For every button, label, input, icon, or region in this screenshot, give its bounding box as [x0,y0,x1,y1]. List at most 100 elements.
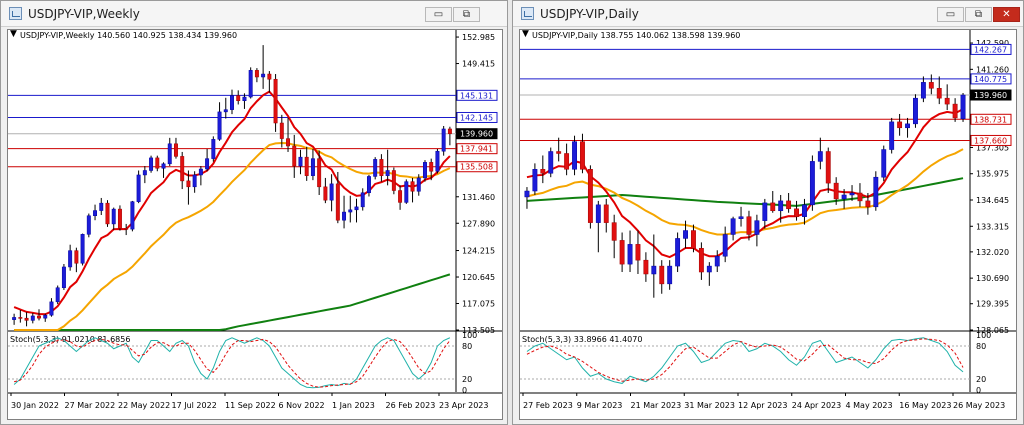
price-label-box [456,161,498,173]
candle-body [124,228,129,230]
candle-body [611,222,617,241]
candle-body [889,121,895,150]
window-titlebar[interactable]: USDJPY-VIP,Daily ▭ ⧉ ✕ [513,1,1023,27]
candle-body [635,244,641,261]
candle-body [786,200,792,210]
candle-body [754,220,760,235]
candle-body [794,208,799,217]
y-tick-label: 133.315 [976,222,1009,231]
restore-button[interactable]: ⧉ [965,7,992,22]
chart-area[interactable]: ▼ USDJPY-VIP,Weekly 140.560 140.925 138.4… [7,29,503,420]
stoch-tick-label: 0 [976,386,981,395]
close-button[interactable]: ✕ [993,7,1020,22]
candle-body [292,145,297,167]
candle-body [667,265,673,285]
daily-chart-svg[interactable]: ▼ USDJPY-VIP,Daily 138.755 140.062 138.59… [520,29,1016,419]
minimize-button[interactable]: ▭ [937,7,964,22]
restore-button[interactable]: ⧉ [453,7,480,22]
candle-body [86,215,91,235]
candle-body [61,266,66,288]
candle-body [68,250,73,268]
price-label-text: 139.960 [460,130,493,139]
candle-body [236,95,241,102]
price-label-text: 142.145 [460,113,493,122]
candle-body [136,174,141,202]
candle-body [254,70,259,78]
candle-body [279,122,284,139]
price-label-box [970,43,1012,55]
chart-window-icon [521,7,534,20]
candle-body [93,210,98,217]
minimize-button[interactable]: ▭ [425,7,452,22]
daily-chart-window[interactable]: USDJPY-VIP,Daily ▭ ⧉ ✕ ▼ USDJPY-VIP,Daily… [512,0,1024,425]
candle-body [857,192,863,202]
x-tick-label: 11 Sep 2022 [225,401,276,410]
candle-body [881,149,887,178]
candle-body [18,317,23,319]
weekly-chart-svg[interactable]: ▼ USDJPY-VIP,Weekly 140.560 140.925 138.4… [8,29,502,419]
stoch-signal-line [526,338,964,382]
price-label-box [970,134,1012,146]
y-tick-label: 152.985 [462,33,495,42]
candle-body [142,170,147,176]
candle-body [304,156,309,176]
x-tick-label: 1 Jan 2023 [332,401,375,410]
candle-body [192,174,197,188]
candle-body [410,181,415,192]
stoch-tick-label: 100 [462,331,477,340]
y-tick-label: 113.505 [462,326,495,335]
candle-body [447,128,452,134]
candle-body [920,82,926,99]
stoch-tick-label: 0 [462,386,467,395]
stoch-tick-label: 20 [462,375,472,384]
candle-body [603,204,609,223]
y-tick-label: 128.065 [976,326,1009,335]
candle-body [952,103,958,119]
candle-body [161,163,166,169]
candle-body [111,208,116,225]
candle-body [385,170,390,176]
weekly-chart-window[interactable]: USDJPY-VIP,Weekly ▭ ⧉ ▼ USDJPY-VIP,Weekly… [0,0,508,425]
candle-body [691,230,696,249]
chart-area[interactable]: ▼ USDJPY-VIP,Daily 138.755 140.062 138.59… [519,29,1017,420]
candle-body [354,206,359,211]
candle-body [416,177,421,192]
candle-body [360,192,365,208]
candle-body [762,202,768,221]
x-tick-label: 26 May 2023 [953,401,1005,410]
candle-body [960,94,966,120]
window-titlebar[interactable]: USDJPY-VIP,Weekly ▭ ⧉ [1,1,507,27]
candle-body [683,230,688,239]
x-tick-label: 31 Mar 2023 [684,401,735,410]
candle-body [714,255,720,267]
candle-body [267,73,272,80]
minimize-icon: ▭ [945,9,956,20]
price-label-text: 142.267 [974,45,1007,54]
price-label-text: 137.941 [460,145,493,154]
price-label-text: 135.508 [460,163,493,172]
candle-body [217,111,222,140]
candle-body [770,202,776,212]
x-tick-label: 27 Feb 2023 [523,401,573,410]
candle-body [944,97,950,105]
candle-body [643,259,649,275]
candle-body [619,240,625,265]
price-label-box [456,111,498,123]
candle-body [817,151,823,162]
candle-body [242,96,247,102]
candle-body [675,238,681,267]
candle-body [348,209,353,213]
candle-body [366,176,371,194]
candle-body [746,216,752,235]
candle-body [435,150,440,172]
candle-body [55,287,60,303]
candle-body [379,159,384,176]
stoch-label: Stoch(5,3,3) 33.8966 41.4070 [522,335,642,344]
candle-body [905,123,910,129]
stoch-tick-label: 100 [976,331,991,340]
stoch-main-line [526,337,964,384]
candle-body [564,153,570,170]
x-tick-label: 4 May 2023 [846,401,893,410]
y-tick-label: 141.260 [976,65,1009,74]
price-label-text: 138.731 [974,115,1007,124]
